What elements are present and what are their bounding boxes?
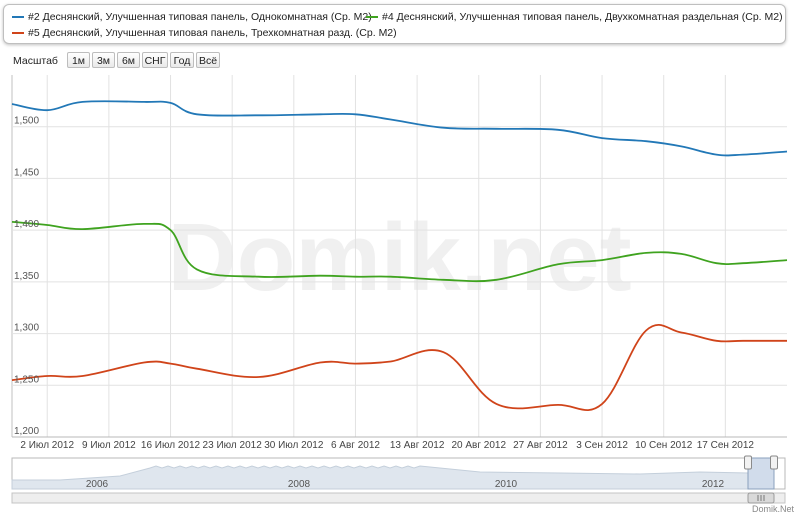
navigator-scrollbar-thumb[interactable] bbox=[747, 492, 775, 504]
x-tick-label: 17 Сен 2012 bbox=[697, 440, 755, 451]
navigator-selection[interactable] bbox=[747, 457, 775, 490]
watermark: Domik.net bbox=[167, 204, 631, 311]
navigator-scrollbar-track[interactable] bbox=[11, 492, 786, 504]
y-tick-label: 1,300 bbox=[14, 323, 39, 334]
x-tick-label: 13 Авг 2012 bbox=[390, 440, 445, 451]
y-tick-label: 1,400 bbox=[14, 219, 39, 230]
footer-credit: Domik.Net bbox=[751, 504, 794, 514]
navigator-series-area bbox=[11, 465, 749, 490]
legend-item-series-4[interactable]: #4 Деснянский, Улучшенная типовая панель… bbox=[366, 10, 783, 24]
y-tick-label: 1,200 bbox=[14, 426, 39, 437]
zoom-6m-button[interactable]: 6м bbox=[117, 52, 140, 68]
zoom-all-button[interactable]: Всё bbox=[196, 52, 220, 68]
legend: #2 Деснянский, Улучшенная типовая панель… bbox=[3, 4, 786, 44]
navigator-handle[interactable] bbox=[744, 455, 752, 470]
x-tick-label: 9 Июл 2012 bbox=[82, 440, 136, 451]
legend-label: #4 Деснянский, Улучшенная типовая панель… bbox=[382, 11, 783, 23]
y-tick-label: 1,250 bbox=[14, 374, 39, 385]
x-tick-label: 3 Сен 2012 bbox=[576, 440, 628, 451]
x-tick-label: 2 Июл 2012 bbox=[20, 440, 74, 451]
zoom-label: Масштаб bbox=[13, 55, 58, 67]
legend-item-series-5[interactable]: #5 Деснянский, Улучшенная типовая панель… bbox=[12, 26, 397, 40]
navigator-handle[interactable] bbox=[770, 455, 778, 470]
y-tick-label: 1,350 bbox=[14, 271, 39, 282]
zoom-ytd-button[interactable]: СНГ bbox=[142, 52, 168, 68]
navigator-year-label: 2010 bbox=[495, 479, 518, 490]
legend-swatch bbox=[12, 32, 24, 35]
series-line-1 bbox=[11, 100, 788, 157]
navigator-year-label: 2012 bbox=[702, 479, 725, 490]
y-tick-label: 1,500 bbox=[14, 116, 39, 127]
legend-swatch bbox=[366, 16, 378, 19]
navigator-year-label: 2006 bbox=[86, 479, 109, 490]
series-line-3 bbox=[11, 324, 787, 412]
legend-item-series-2[interactable]: #2 Деснянский, Улучшенная типовая панель… bbox=[12, 10, 372, 24]
legend-swatch bbox=[12, 16, 24, 19]
navigator-year-label: 2008 bbox=[288, 479, 311, 490]
series-line-2 bbox=[11, 221, 788, 283]
zoom-1m-button[interactable]: 1м bbox=[67, 52, 90, 68]
navigator-frame bbox=[11, 457, 786, 490]
x-tick-label: 6 Авг 2012 bbox=[331, 440, 380, 451]
legend-label: #5 Деснянский, Улучшенная типовая панель… bbox=[28, 27, 397, 39]
x-tick-label: 16 Июл 2012 bbox=[141, 440, 201, 451]
zoom-3m-button[interactable]: 3м bbox=[92, 52, 115, 68]
x-tick-label: 30 Июл 2012 bbox=[264, 440, 324, 451]
y-tick-label: 1,450 bbox=[14, 167, 39, 178]
x-tick-label: 27 Авг 2012 bbox=[513, 440, 568, 451]
legend-label: #2 Деснянский, Улучшенная типовая панель… bbox=[28, 11, 372, 23]
x-tick-label: 20 Авг 2012 bbox=[451, 440, 506, 451]
zoom-1y-button[interactable]: Год bbox=[170, 52, 194, 68]
x-tick-label: 10 Сен 2012 bbox=[635, 440, 693, 451]
x-tick-label: 23 Июл 2012 bbox=[203, 440, 263, 451]
